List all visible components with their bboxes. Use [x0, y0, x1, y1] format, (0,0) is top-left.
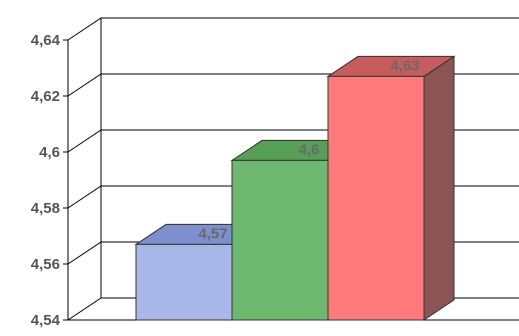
gridline — [67, 17, 519, 41]
y-tick-labels: 4,54 4,56 4,58 4,6 4,62 4,64 — [31, 32, 61, 329]
bar — [326, 55, 456, 321]
y-tick-label: 4,58 — [31, 200, 60, 217]
y-tick-label: 4,56 — [31, 256, 60, 273]
data-labels: 4,57 4,6 4,63 — [198, 57, 419, 242]
data-label: 4,6 — [299, 141, 320, 158]
bar-side — [423, 55, 455, 321]
y-tick-label: 4,62 — [31, 88, 60, 105]
y-tick-label: 4,6 — [39, 144, 60, 161]
bar-front — [231, 159, 329, 321]
data-label: 4,63 — [390, 57, 419, 74]
y-tick-label: 4,54 — [31, 312, 61, 329]
bar-front — [135, 243, 233, 321]
y-tick-label: 4,64 — [31, 32, 61, 49]
bar-front — [327, 75, 425, 321]
data-label: 4,57 — [198, 225, 227, 242]
bars — [134, 55, 456, 321]
